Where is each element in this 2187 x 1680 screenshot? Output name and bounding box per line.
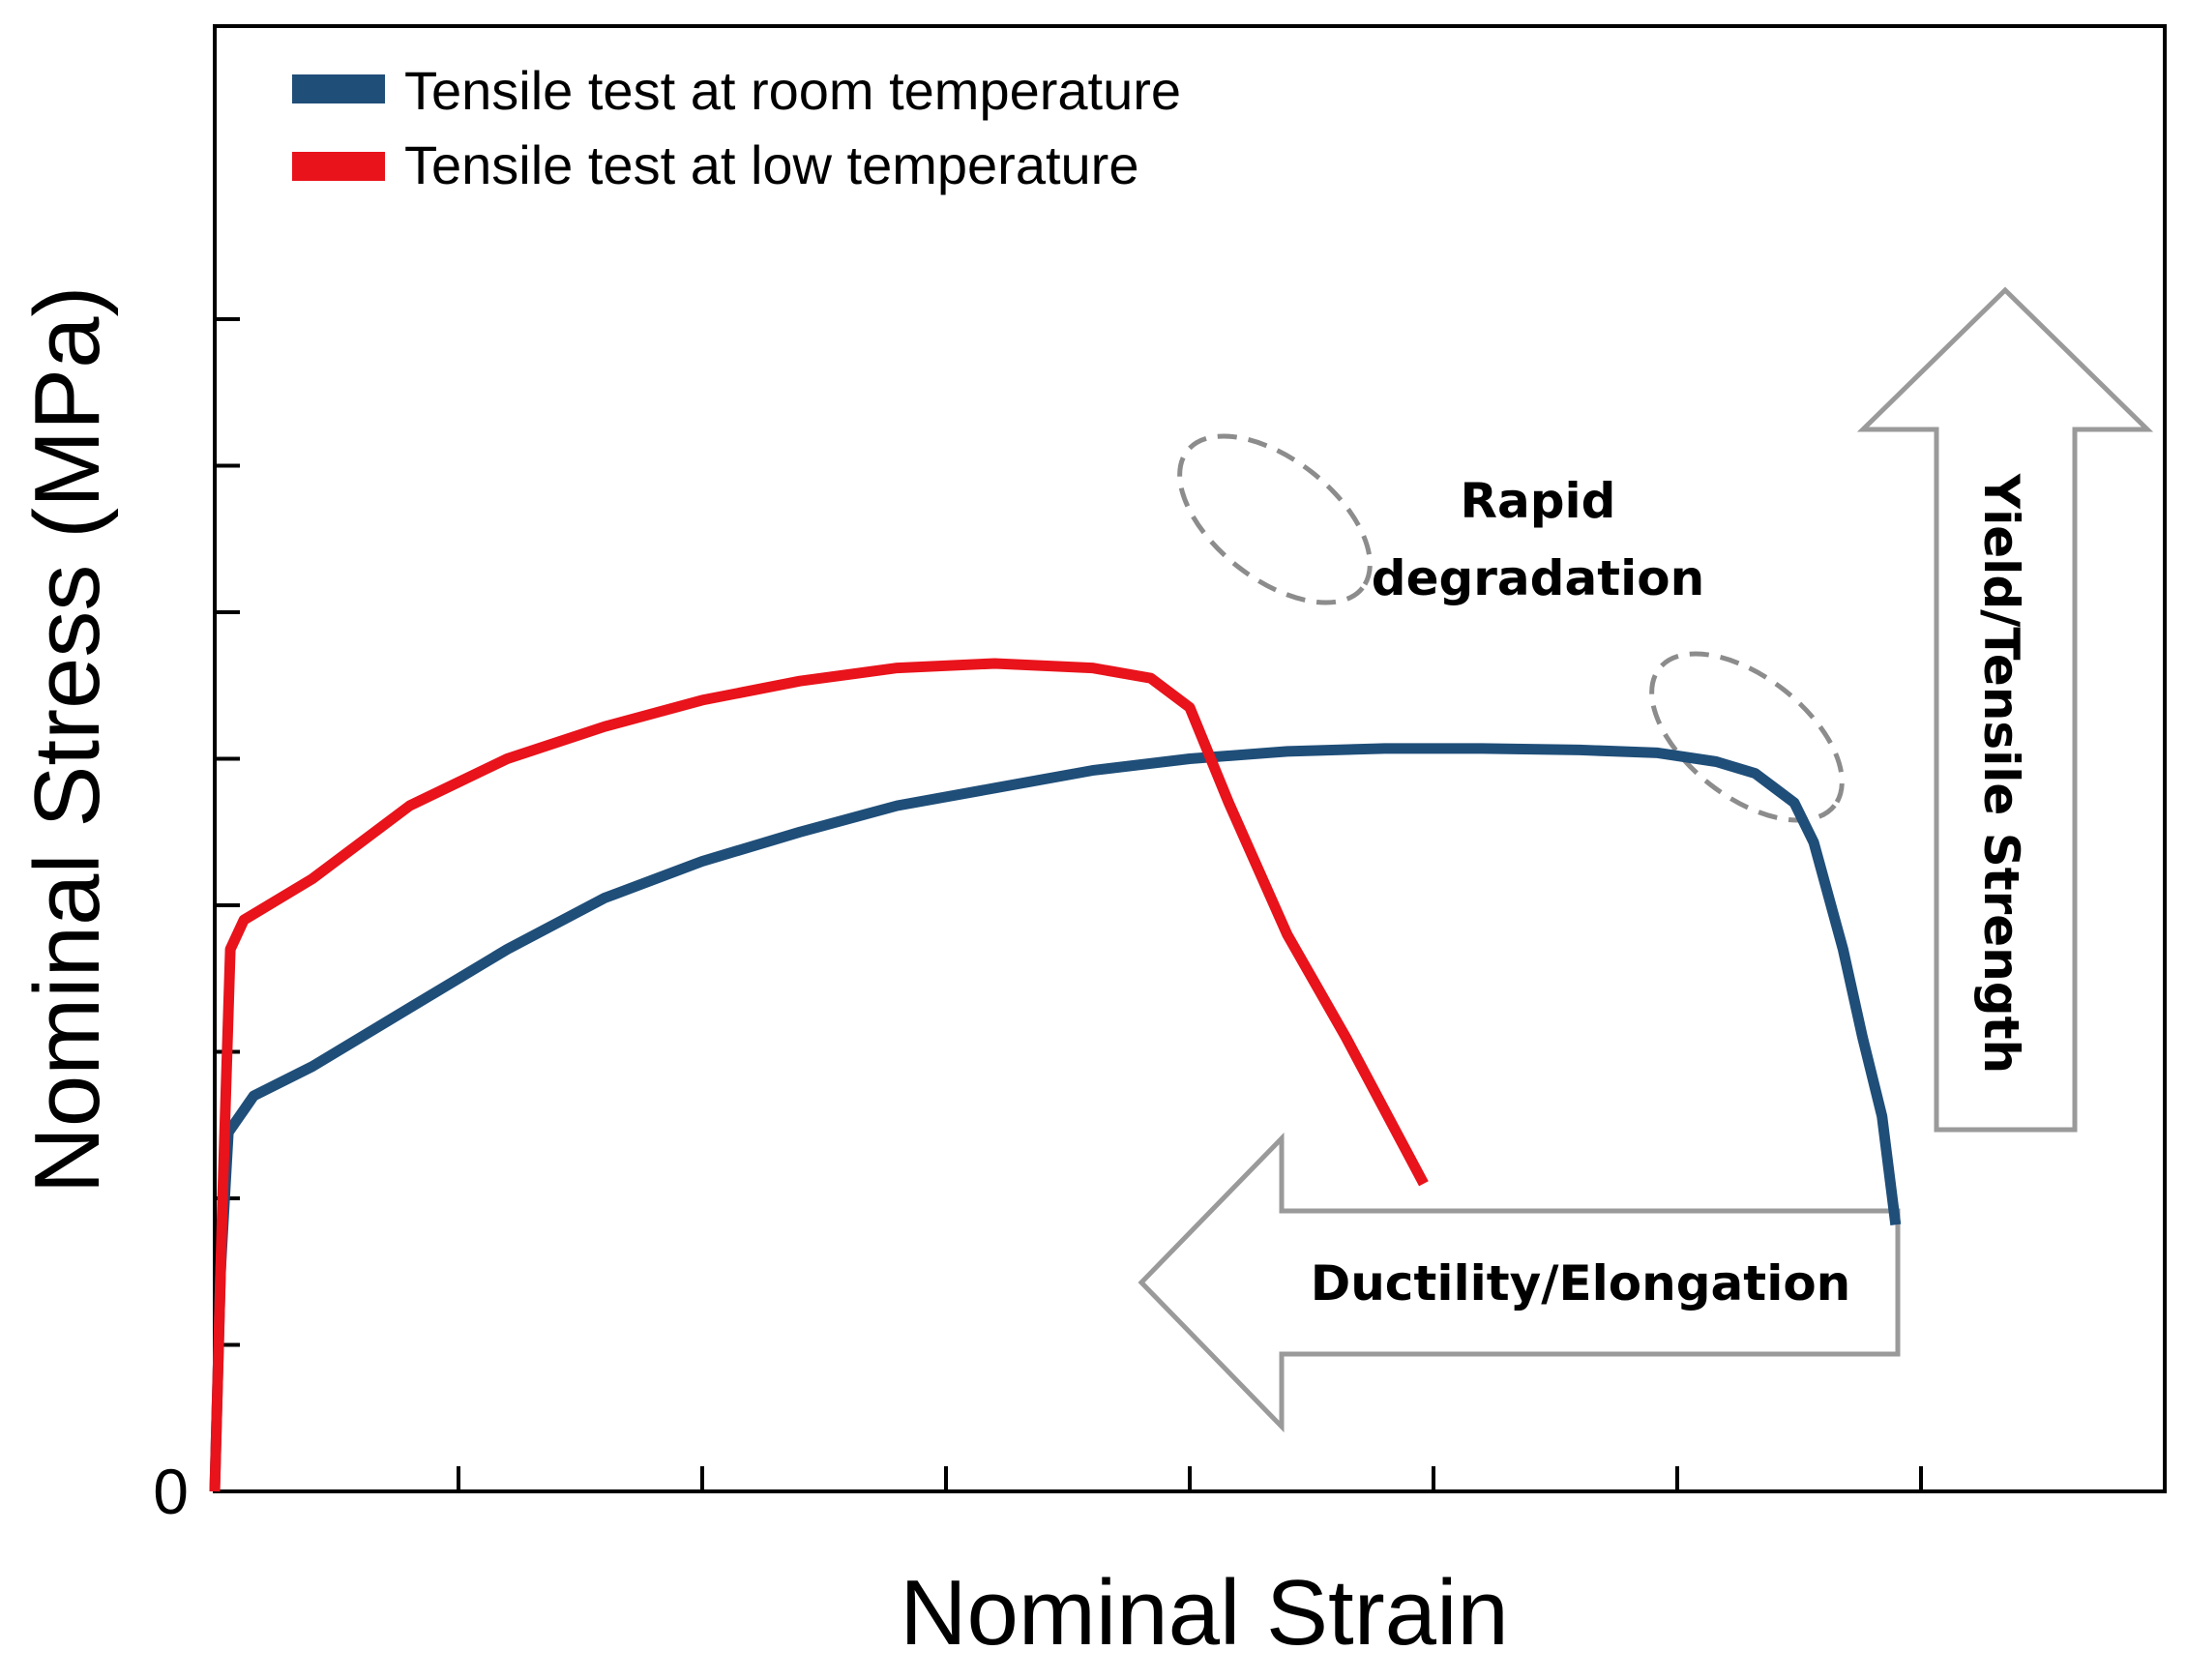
legend: Tensile test at room temperature Tensile… — [292, 60, 1181, 195]
annotation-rapid: Rapid — [1461, 473, 1616, 529]
legend-label-room: Tensile test at room temperature — [404, 60, 1181, 121]
ductility-arrow — [1138, 1132, 1901, 1433]
series-line-room-temperature — [209, 743, 1902, 1492]
strength-arrow — [1856, 286, 2154, 1133]
annotation-ductility: Ductility/Elongation — [1311, 1255, 1851, 1312]
x-axis-title: Nominal Strain — [900, 1561, 1509, 1665]
y-axis-title: Nominal Stress (MPa) — [15, 286, 119, 1194]
annotation-strength: Yield/Tensile Strength — [1973, 473, 2029, 1074]
rapid-degradation-ellipse-low — [1177, 433, 1373, 605]
annotation-degradation: degradation — [1372, 550, 1704, 606]
series-line-low-temperature — [209, 658, 1429, 1492]
rapid-degradation-ellipse-room — [1649, 651, 1845, 823]
y-origin-tick-label: 0 — [153, 1456, 189, 1527]
series-group — [209, 658, 1902, 1492]
legend-label-low: Tensile test at low temperature — [404, 134, 1138, 195]
x-axis-ticks — [457, 1466, 1923, 1491]
legend-swatch-room — [292, 74, 385, 103]
legend-swatch-low — [292, 152, 385, 181]
